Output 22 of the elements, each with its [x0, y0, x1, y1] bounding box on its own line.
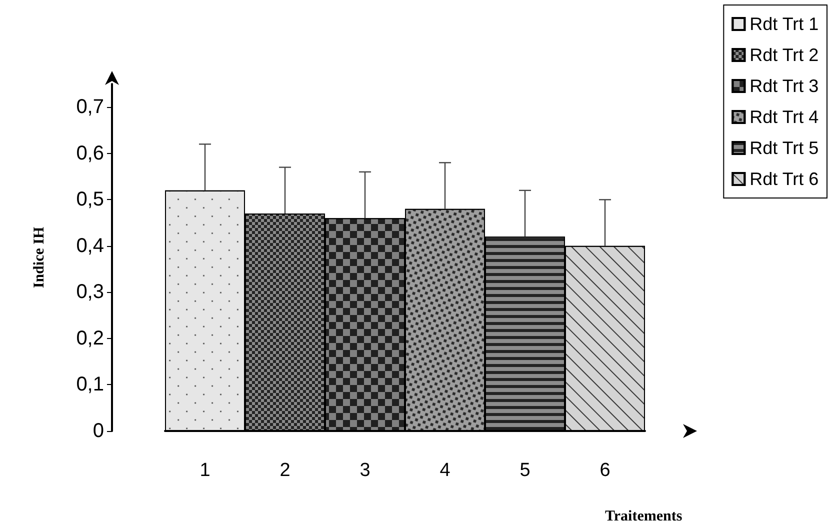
- x-tick-label: 4: [440, 460, 451, 481]
- x-tick-label: 1: [200, 460, 210, 481]
- y-tick-label: 0,2: [76, 327, 104, 350]
- y-tick-label: 0,7: [76, 96, 104, 118]
- legend-label: Rdt Trt 2: [750, 45, 819, 65]
- y-tick-label: 0,5: [76, 188, 104, 211]
- y-tick-label: 0: [92, 420, 104, 442]
- legend-label: Rdt Trt 5: [750, 138, 819, 158]
- y-axis-title: Indice IH: [32, 226, 48, 288]
- legend-label: Rdt Trt 3: [750, 76, 819, 96]
- y-tick-label: 0,3: [76, 281, 104, 304]
- x-tick-label: 5: [520, 460, 530, 481]
- legend-label: Rdt Trt 4: [750, 107, 819, 127]
- x-tick-label: 3: [360, 460, 370, 481]
- y-tick-label: 0,1: [76, 374, 104, 396]
- x-tick-label: 6: [600, 460, 610, 481]
- y-tick-label: 0,4: [76, 234, 104, 257]
- x-axis-title: Traitements: [605, 508, 682, 524]
- legend-label: Rdt Trt 6: [750, 169, 819, 189]
- x-tick-label: 2: [280, 460, 290, 481]
- legend-label: Rdt Trt 1: [750, 14, 819, 34]
- y-tick-label: 0,6: [76, 142, 104, 164]
